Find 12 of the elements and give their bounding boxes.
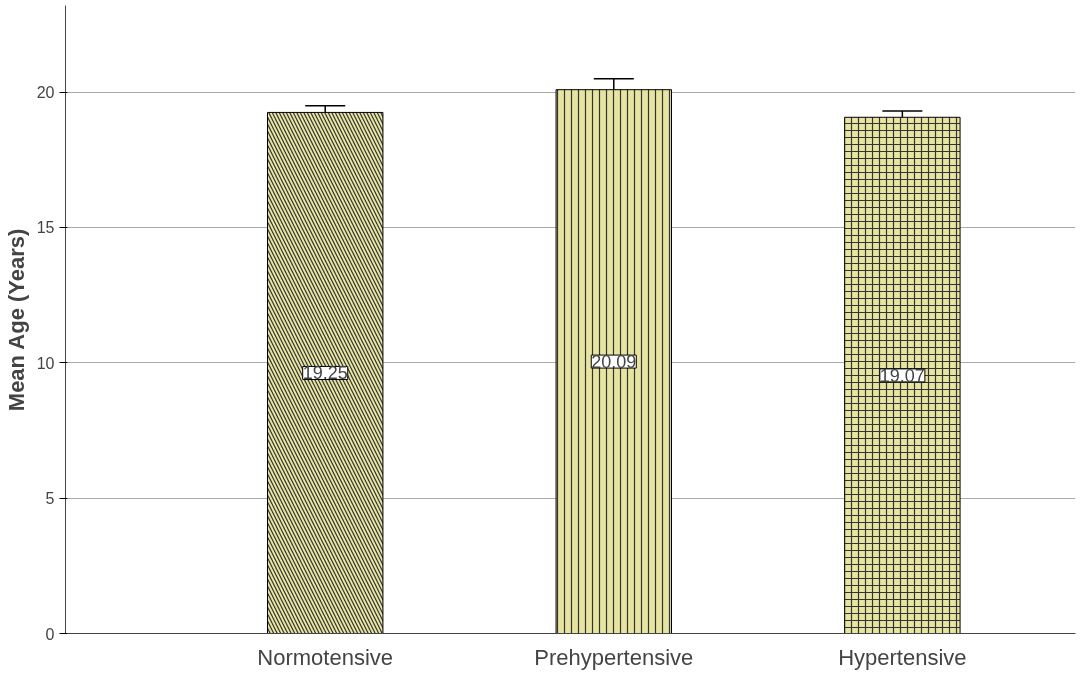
y-axis-title: Mean Age (Years) bbox=[3, 228, 29, 412]
x-tick-label: Hypertensive bbox=[838, 644, 967, 670]
y-tick-label: 10 bbox=[36, 354, 55, 372]
data-label: 19.07 bbox=[879, 365, 925, 386]
y-tick-label: 0 bbox=[45, 625, 55, 643]
data-label: 19.25 bbox=[302, 363, 348, 384]
data-label: 20.09 bbox=[591, 352, 637, 373]
y-tick-label: 20 bbox=[36, 84, 55, 102]
y-tick-label: 5 bbox=[45, 490, 55, 508]
x-tick-label: Prehypertensive bbox=[534, 644, 694, 670]
x-tick-label: Normotensive bbox=[257, 644, 394, 670]
y-tick-label: 15 bbox=[36, 219, 55, 237]
